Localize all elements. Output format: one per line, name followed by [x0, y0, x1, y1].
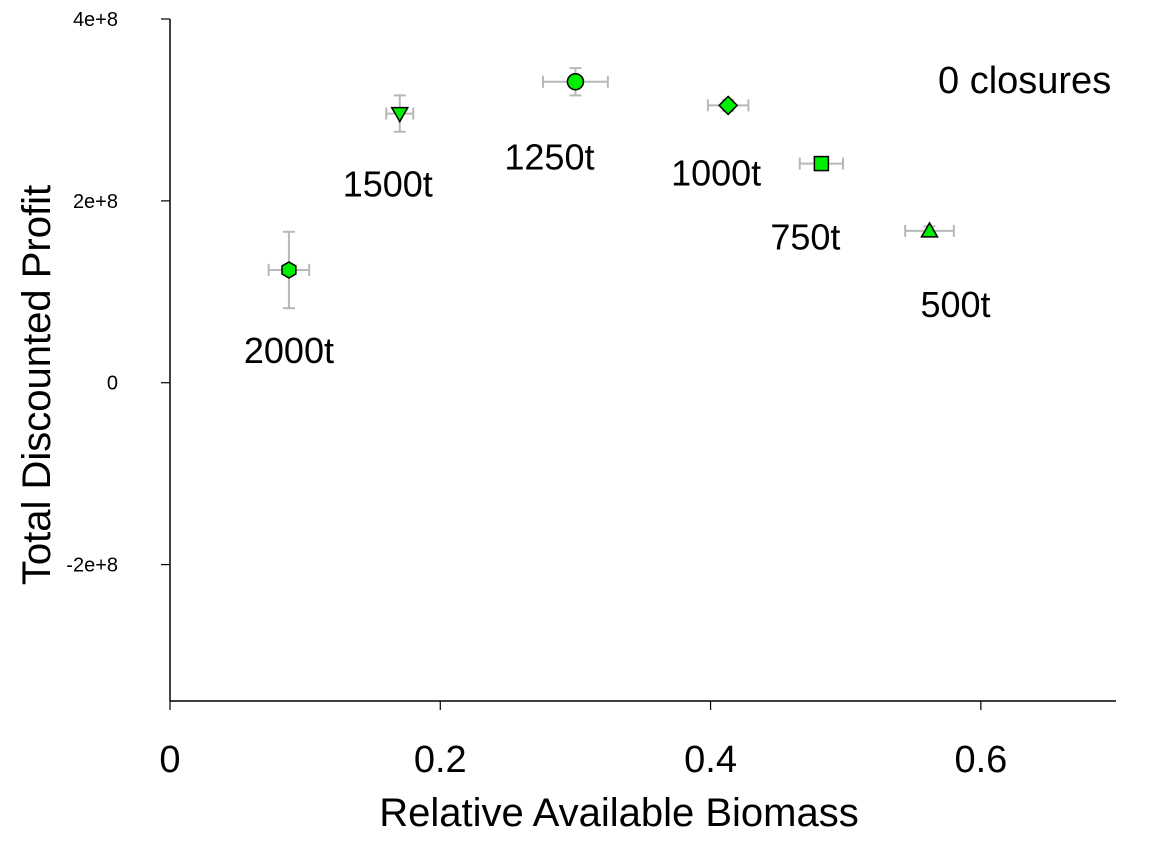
x-tick-label: 0.2 — [414, 739, 467, 781]
x-axis-ticks: 0 0.2 0.4 0.6 — [159, 701, 1007, 781]
diamond-marker — [718, 95, 739, 116]
circle-marker — [566, 72, 585, 91]
data-point — [904, 221, 955, 238]
data-points — [267, 67, 955, 310]
data-point — [798, 155, 845, 172]
x-axis-title: Relative Available Biomass — [379, 791, 859, 835]
square-marker — [813, 155, 830, 172]
data-point — [267, 230, 311, 310]
y-tick-label: 4e+8 — [73, 9, 118, 31]
chart-annotation: 0 closures — [938, 60, 1111, 102]
triangle-up-marker — [920, 221, 939, 238]
data-point — [541, 67, 609, 97]
point-label: 1500t — [343, 164, 433, 205]
y-tick-label: 2e+8 — [73, 191, 118, 213]
y-axis-title: Total Discounted Profit — [15, 185, 59, 585]
triangle-down-marker — [390, 106, 410, 124]
y-axis-ticks: -2e+8 0 2e+8 4e+8 — [66, 9, 170, 577]
data-point — [706, 95, 750, 116]
point-label: 1250t — [504, 137, 594, 178]
point-label: 500t — [920, 284, 990, 325]
axes — [169, 19, 1116, 702]
point-label: 1000t — [671, 152, 761, 193]
x-tick-label: 0.6 — [954, 739, 1007, 781]
x-tick-label: 0.4 — [684, 739, 737, 781]
x-tick-label: 0 — [159, 739, 180, 781]
data-point — [385, 94, 415, 133]
hexagon-marker — [281, 261, 297, 279]
y-tick-label: -2e+8 — [66, 555, 118, 577]
point-label: 750t — [770, 217, 840, 258]
y-tick-label: 0 — [107, 373, 118, 395]
point-label: 2000t — [244, 330, 334, 371]
